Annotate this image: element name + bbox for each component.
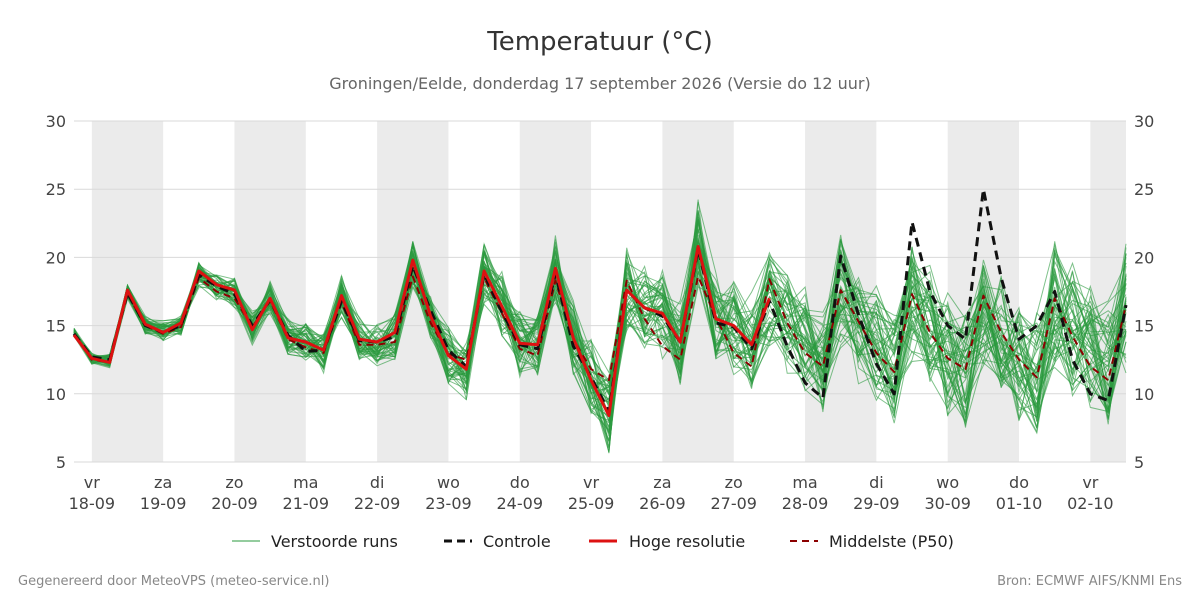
y-tick-label-left: 5: [56, 453, 66, 472]
legend-label-median: Middelste (P50): [829, 532, 954, 551]
ensemble-member-line: [73, 237, 1127, 453]
series-line-hires: [72, 245, 771, 418]
legend-label-ensemble: Verstoorde runs: [271, 532, 398, 551]
footer-generated-by: Gegenereerd door MeteoVPS (meteo-service…: [18, 574, 329, 589]
x-tick-date: 30-09: [924, 494, 971, 513]
x-tick-date: 01-10: [996, 494, 1043, 513]
x-tick-day: ma: [293, 473, 318, 492]
x-tick-day: vr: [84, 473, 100, 492]
y-axis-left: 5 10 15 20 25 30: [46, 112, 66, 472]
x-tick-day: wo: [936, 473, 959, 492]
legend: Verstoorde runs Controle Hoge resolutie …: [232, 532, 954, 551]
x-tick-date: 19-09: [140, 494, 187, 513]
x-tick-date: 21-09: [283, 494, 330, 513]
x-tick-date: 24-09: [497, 494, 544, 513]
chart-subtitle: Groningen/Eelde, donderdag 17 september …: [329, 74, 870, 93]
x-tick-day: di: [370, 473, 385, 492]
legend-item-control: Controle: [444, 532, 551, 551]
legend-item-hires: Hoge resolutie: [589, 532, 745, 551]
x-tick-date: 28-09: [782, 494, 829, 513]
y-tick-label-left: 25: [46, 180, 66, 199]
x-tick-day: do: [1009, 473, 1029, 492]
y-tick-label-right: 5: [1134, 453, 1144, 472]
x-axis: vr 18-09 za 19-09 zo 20-09 ma 21-09 di 22-09 wo 23-…: [69, 473, 1114, 513]
x-tick-date: 20-09: [211, 494, 258, 513]
x-tick-date: 25-09: [568, 494, 615, 513]
shaded-day-band: [662, 121, 734, 462]
x-tick-day: wo: [437, 473, 460, 492]
x-tick-day: do: [510, 473, 530, 492]
y-tick-label-right: 25: [1134, 180, 1154, 199]
y-axis-right: 5 10 15 20 25 30: [1134, 112, 1154, 472]
x-tick-day: za: [154, 473, 172, 492]
y-tick-label-left: 30: [46, 112, 66, 131]
y-tick-label-right: 10: [1134, 385, 1154, 404]
legend-item-ensemble: Verstoorde runs: [232, 532, 398, 551]
x-tick-day: zo: [725, 473, 743, 492]
x-tick-date: 29-09: [853, 494, 900, 513]
x-tick-date: 22-09: [354, 494, 401, 513]
footer-source: Bron: ECMWF AIFS/KNMI Ens: [997, 574, 1182, 589]
y-tick-label-right: 30: [1134, 112, 1154, 131]
y-tick-label-left: 10: [46, 385, 66, 404]
ensemble-member-line: [73, 215, 1127, 422]
y-tick-label-right: 15: [1134, 317, 1154, 336]
x-tick-date: 23-09: [425, 494, 472, 513]
x-tick-day: vr: [583, 473, 599, 492]
shaded-day-band: [377, 121, 449, 462]
x-tick-day: vr: [1082, 473, 1098, 492]
chart-title: Temperatuur (°C): [486, 27, 712, 57]
x-tick-date: 26-09: [639, 494, 686, 513]
y-tick-label-right: 20: [1134, 248, 1154, 267]
x-tick-date: 18-09: [69, 494, 116, 513]
ensemble-member-line: [73, 221, 1127, 423]
main-series-lines: [72, 187, 1128, 418]
legend-label-control: Controle: [483, 532, 551, 551]
x-tick-date: 27-09: [710, 494, 757, 513]
y-tick-label-left: 20: [46, 248, 66, 267]
ensemble-member-line: [73, 259, 1127, 413]
x-tick-day: za: [653, 473, 671, 492]
y-tick-label-left: 15: [46, 317, 66, 336]
ensemble-member-line: [73, 223, 1127, 400]
legend-label-hires: Hoge resolutie: [629, 532, 745, 551]
x-tick-day: di: [869, 473, 884, 492]
x-tick-day: zo: [225, 473, 243, 492]
x-tick-date: 02-10: [1067, 494, 1114, 513]
legend-item-median: Middelste (P50): [790, 532, 954, 551]
x-tick-day: ma: [792, 473, 817, 492]
